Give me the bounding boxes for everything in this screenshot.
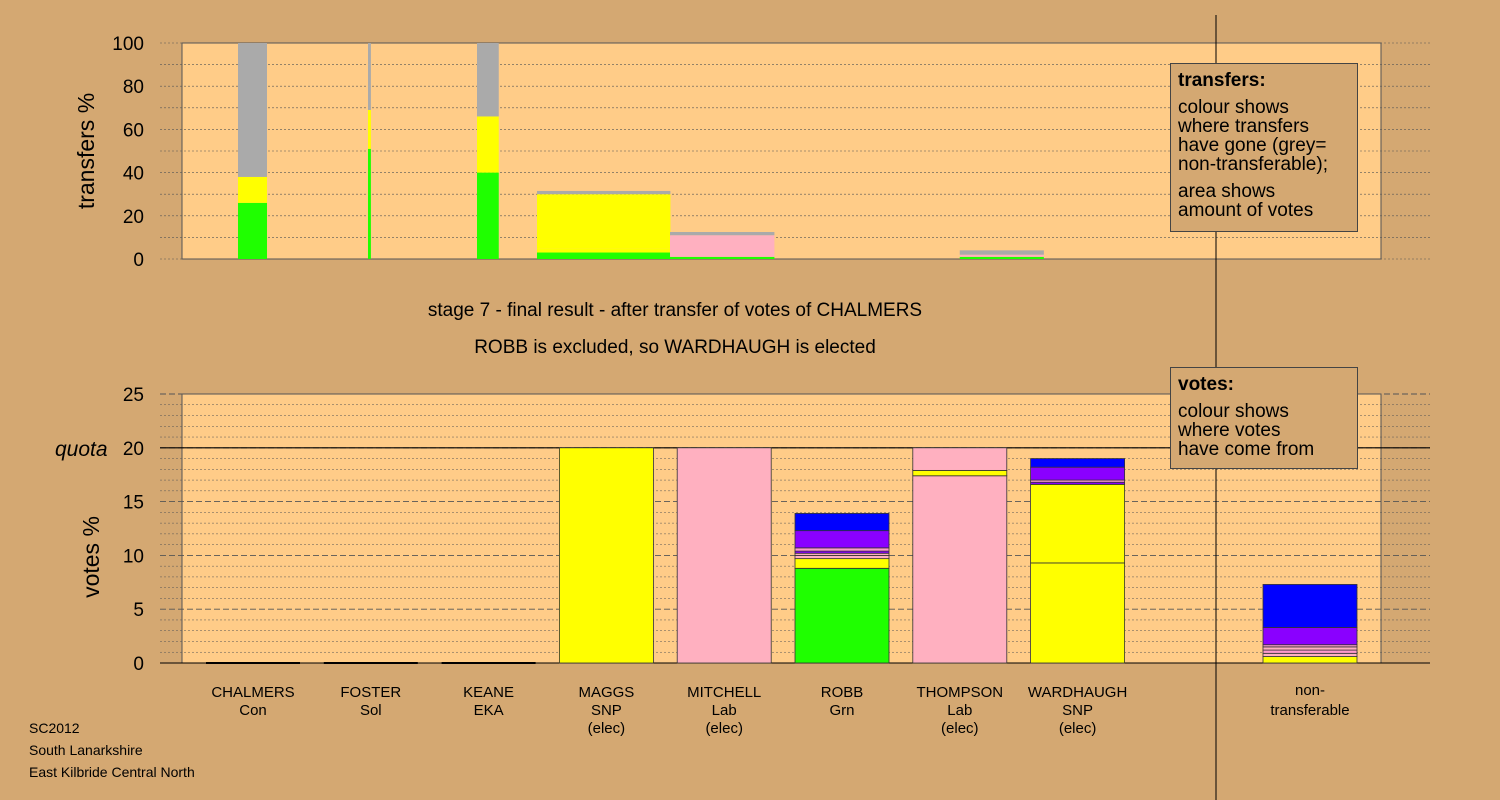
candidate-party-label: Sol: [360, 702, 382, 719]
vote-bar-segment: [676, 447, 772, 664]
transfer-bar-segment: [670, 256, 775, 259]
votes-axis-label: votes %: [78, 516, 104, 598]
transfers-tick-label: 60: [123, 120, 144, 141]
candidate-party-label: Grn: [829, 702, 854, 719]
votes-tick-label: 25: [123, 385, 144, 406]
vote-bar-segment: [559, 447, 654, 664]
transfers-axis-label: transfers %: [73, 93, 99, 209]
footer-ward: East Kilbride Central North: [29, 764, 195, 780]
transfers-legend-line: non-transferable);: [1178, 154, 1328, 175]
vote-bar-segment: [794, 530, 890, 549]
transfer-bar-segment: [368, 148, 371, 259]
transfer-bar-segment: [477, 43, 499, 117]
candidate-name-label: KEANE: [463, 684, 514, 701]
transfer-bar-segment: [959, 250, 1044, 255]
candidate-status-label: (elec): [588, 720, 626, 737]
vote-bar-segment: [1262, 649, 1358, 654]
transfers-legend-line: area shows: [1178, 181, 1276, 202]
candidate-party-label: SNP: [591, 702, 622, 719]
candidate-status-label: (elec): [705, 720, 743, 737]
transfers-tick-label: 20: [123, 207, 144, 228]
transfers-legend-title: transfers:: [1178, 70, 1266, 91]
votes-legend-line: where votes: [1178, 420, 1281, 441]
transfer-bar-segment: [670, 235, 775, 257]
votes-tick-label: 20: [123, 439, 144, 460]
votes-legend: votes: colour shows where votes have com…: [1170, 367, 1358, 469]
transfers-legend-line: where transfers: [1178, 116, 1309, 137]
transfer-bar-segment: [537, 248, 671, 253]
candidate-party-label: Lab: [712, 702, 737, 719]
vote-bar-segment: [1262, 627, 1358, 646]
transfers-legend-line: have gone (grey=: [1178, 135, 1327, 156]
candidate-party-label: Lab: [947, 702, 972, 719]
votes-tick-label: 15: [123, 493, 144, 514]
transfers-legend-line: amount of votes: [1178, 200, 1314, 221]
stage-subtitle: ROBB is excluded, so WARDHAUGH is electe…: [474, 337, 876, 358]
transfer-bar-segment: [368, 43, 371, 110]
transfer-bar-segment: [537, 190, 671, 195]
candidate-name-label: CHALMERS: [211, 684, 294, 701]
nontransferable-label: non-: [1295, 682, 1325, 699]
transfers-tick-label: 100: [112, 34, 144, 55]
candidate-party-label: EKA: [474, 702, 504, 719]
candidate-status-label: (elec): [1059, 720, 1097, 737]
transfer-bar-segment: [368, 109, 371, 149]
vote-bar-segment: [1262, 656, 1358, 664]
transfer-bar-segment: [959, 254, 1044, 257]
votes-tick-label: 5: [133, 600, 144, 621]
candidate-name-label: ROBB: [821, 684, 864, 701]
vote-bar-segment: [794, 513, 890, 532]
candidate-status-label: (elec): [941, 720, 979, 737]
transfers-tick-label: 80: [123, 77, 144, 98]
vote-bar-segment: [912, 447, 1008, 471]
vote-bar-segment: [912, 469, 1008, 477]
transfer-bar-segment: [477, 172, 499, 259]
transfer-bar-segment: [238, 202, 267, 259]
votes-legend-title: votes:: [1178, 374, 1234, 395]
candidate-name-label: MAGGS: [578, 684, 634, 701]
votes-tick-label: 10: [123, 546, 144, 567]
candidate-name-label: MITCHELL: [687, 684, 761, 701]
quota-label: quota: [55, 438, 108, 461]
transfers-tick-label: 40: [123, 164, 144, 185]
vote-bar-segment: [1030, 483, 1125, 564]
candidate-name-label: THOMPSON: [916, 684, 1003, 701]
candidate-name-label: FOSTER: [340, 684, 401, 701]
vote-bar-segment: [794, 555, 890, 560]
transfer-bar-segment: [238, 176, 267, 203]
votes-legend-line: have come from: [1178, 439, 1315, 460]
transfers-legend: transfers: colour shows where transfers …: [1170, 63, 1358, 232]
vote-bar-segment: [1030, 562, 1125, 664]
transfer-bar-segment: [537, 252, 671, 259]
vote-bar-segment: [1030, 466, 1125, 481]
transfers-tick-label: 0: [133, 250, 144, 271]
transfer-bar-segment: [959, 256, 1044, 259]
candidate-party-label: SNP: [1062, 702, 1093, 719]
transfer-bar-segment: [238, 43, 267, 177]
vote-bar-segment: [912, 475, 1008, 664]
vote-bar-segment: [1262, 584, 1358, 628]
transfer-bar-segment: [537, 194, 671, 249]
footer-council: South Lanarkshire: [29, 742, 143, 758]
vote-bar-segment: [794, 567, 890, 664]
candidate-name-label: WARDHAUGH: [1028, 684, 1127, 701]
vote-bar-segment: [794, 547, 890, 552]
stage-title: stage 7 - final result - after transfer …: [427, 300, 923, 321]
transfer-bar-segment: [477, 116, 499, 173]
vote-bar-segment: [1030, 458, 1125, 468]
transfer-bar-segment: [670, 232, 775, 236]
vote-bar-segment: [794, 558, 890, 569]
candidate-party-label: Con: [239, 702, 267, 719]
transfers-legend-line: colour shows: [1178, 97, 1289, 118]
footer-election: SC2012: [29, 720, 80, 736]
nontransferable-label: transferable: [1270, 702, 1349, 719]
votes-legend-line: colour shows: [1178, 401, 1289, 422]
votes-tick-label: 0: [133, 654, 144, 675]
vote-bar-segment: [1262, 646, 1358, 651]
vote-bar-segment: [1262, 652, 1358, 657]
